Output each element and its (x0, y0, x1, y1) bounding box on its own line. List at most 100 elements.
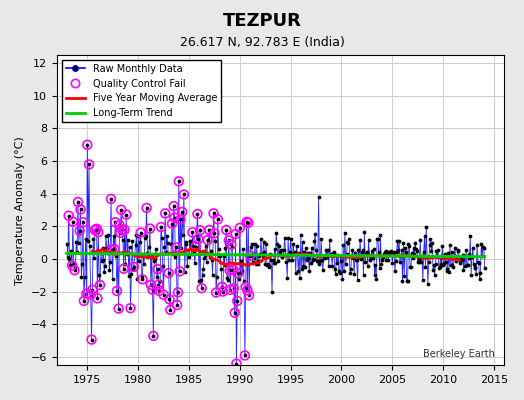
Point (138, 276, 147, 282)
Point (431, 272, 439, 278)
Point (121, 226, 129, 233)
Point (359, 272, 368, 278)
Point (210, 210, 218, 216)
Point (227, 241, 235, 248)
Point (262, 241, 270, 248)
Point (143, 205, 151, 211)
Point (433, 253, 441, 260)
Point (366, 257, 375, 263)
Point (464, 262, 472, 268)
Point (345, 235, 353, 242)
Point (189, 243, 198, 249)
Point (227, 241, 235, 248)
Point (196, 276, 205, 283)
Point (247, 244, 255, 250)
Point (146, 226, 154, 232)
Point (256, 251, 264, 257)
Point (86, 292, 95, 298)
Point (460, 253, 468, 259)
Point (432, 248, 441, 254)
Point (348, 246, 357, 253)
Point (168, 220, 176, 227)
Point (280, 246, 288, 253)
Point (441, 251, 449, 258)
Point (279, 252, 287, 258)
Point (457, 254, 465, 261)
Point (225, 267, 234, 274)
Point (212, 289, 220, 296)
Point (67, 248, 75, 254)
Point (473, 242, 481, 248)
Point (96, 282, 104, 288)
Point (352, 257, 360, 263)
Point (74, 199, 82, 205)
Point (209, 272, 217, 278)
Point (375, 249, 383, 255)
Point (161, 210, 169, 217)
Point (378, 257, 386, 264)
Point (170, 214, 179, 221)
Point (217, 266, 225, 272)
Point (152, 246, 160, 252)
Point (119, 266, 128, 272)
Point (178, 209, 187, 215)
Point (110, 233, 118, 239)
Point (358, 247, 367, 253)
Point (97, 258, 106, 265)
Point (403, 278, 412, 284)
Point (107, 196, 115, 202)
Point (431, 261, 440, 268)
Point (268, 288, 276, 295)
Point (374, 236, 382, 242)
Point (365, 252, 374, 259)
Point (201, 252, 209, 258)
Point (145, 244, 154, 251)
Point (336, 253, 345, 259)
Point (198, 272, 206, 278)
Point (382, 256, 390, 263)
Point (185, 254, 193, 260)
Point (402, 248, 410, 255)
Point (222, 227, 231, 233)
Point (409, 255, 417, 262)
Point (394, 247, 402, 253)
Point (308, 244, 316, 251)
Point (231, 310, 239, 316)
Point (389, 250, 397, 257)
Text: Berkeley Earth: Berkeley Earth (423, 349, 495, 359)
Point (343, 239, 352, 245)
Point (260, 248, 269, 255)
Point (417, 259, 425, 266)
Point (330, 248, 338, 255)
Point (470, 261, 478, 268)
Point (246, 252, 254, 259)
Point (128, 238, 136, 245)
Point (154, 282, 162, 288)
Point (160, 244, 169, 250)
Point (158, 234, 166, 241)
Point (350, 271, 358, 277)
Point (155, 288, 163, 294)
Point (230, 285, 238, 292)
Point (318, 256, 326, 263)
Point (121, 226, 129, 233)
Point (74, 199, 82, 205)
Point (443, 266, 452, 272)
Point (188, 229, 196, 236)
Point (192, 244, 200, 250)
Point (72, 238, 81, 245)
Point (438, 242, 446, 249)
Point (322, 247, 331, 253)
Point (313, 258, 321, 264)
Point (91, 227, 99, 233)
Point (370, 272, 379, 278)
Point (165, 270, 173, 276)
Point (436, 253, 445, 260)
Point (225, 237, 233, 244)
Point (101, 263, 110, 269)
Point (380, 250, 388, 257)
Point (122, 212, 130, 218)
Point (468, 244, 477, 251)
Point (137, 274, 146, 280)
Point (435, 264, 444, 270)
